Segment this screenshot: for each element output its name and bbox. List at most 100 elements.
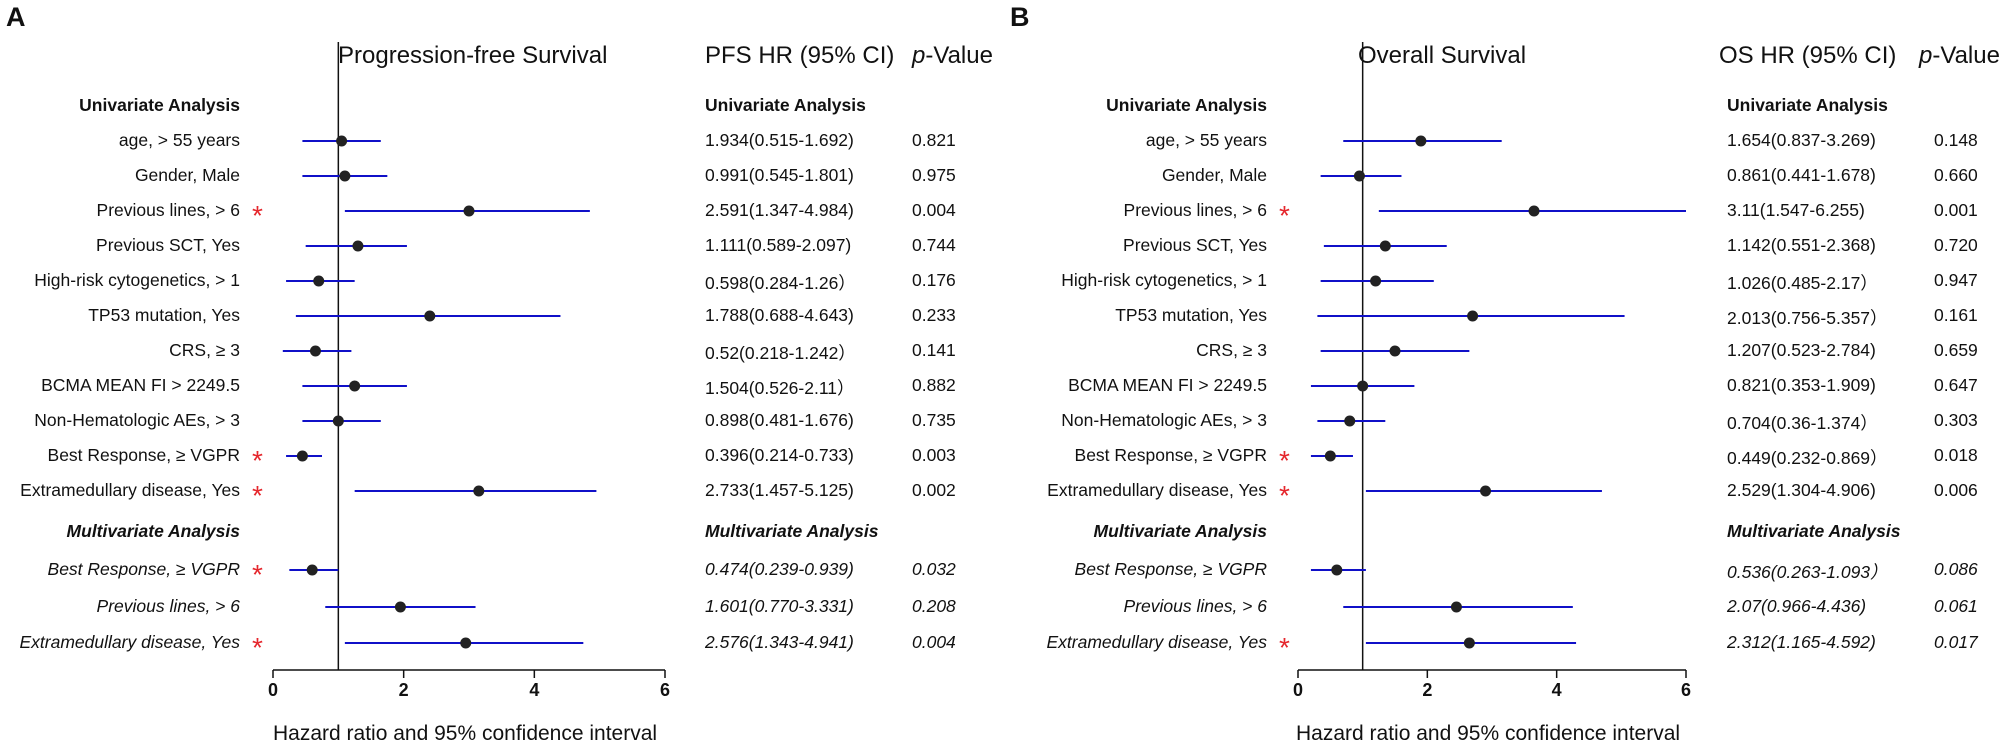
x-axis-title: Hazard ratio and 95% confidence interval [1296, 722, 1681, 745]
hr-ci-value: 2.591(1.347-4.984) [705, 200, 854, 220]
p-value: 0.001 [1934, 200, 1978, 220]
section-label: Multivariate Analysis [1093, 521, 1267, 541]
x-axis-title: Hazard ratio and 95% confidence interval [273, 722, 658, 745]
hr-ci-value: 1.142(0.551-2.368) [1727, 235, 1876, 255]
p-value-header-italic: p [912, 42, 926, 69]
panel-a-pfs-forest-plot: A Progression-free Survival PFS HR (95% CI… [6, 2, 993, 745]
p-value: 0.303 [1934, 410, 1978, 430]
section-label: Univariate Analysis [1106, 95, 1267, 115]
row-label: High-risk cytogenetics, > 1 [1061, 270, 1267, 290]
hr-ci-value: 1.934(0.515-1.692) [705, 130, 854, 150]
hr-point [1415, 135, 1427, 147]
hr-ci-value: 2.312(1.165-4.592) [1727, 632, 1876, 652]
p-value: 0.821 [912, 130, 956, 150]
p-value-header-rest: -Value [925, 42, 993, 69]
hr-point [313, 275, 325, 287]
hr-ci-value: 0.449(0.232-0.869） [1727, 448, 1888, 468]
hr-ci-value: 2.07(0.966-4.436) [1727, 596, 1867, 616]
section-header-values: Multivariate Analysis [705, 521, 879, 541]
p-value-header-italic: p [1919, 42, 1933, 69]
x-tick-label: 4 [529, 680, 539, 700]
x-tick-label: 6 [1681, 680, 1691, 700]
significance-star: * [1279, 200, 1290, 231]
x-tick-label: 2 [399, 680, 409, 700]
hr-point [309, 345, 321, 357]
p-value: 0.086 [1934, 559, 1978, 579]
row-label: age, > 55 years [1145, 130, 1267, 150]
significance-star: * [252, 480, 263, 511]
significance-star: * [1279, 480, 1290, 511]
hr-point [424, 310, 436, 322]
hr-point [1331, 564, 1343, 576]
row-label: BCMA MEAN FI > 2249.5 [41, 375, 240, 395]
hr-ci-value: 1.654(0.837-3.269) [1727, 130, 1876, 150]
row-label: Best Response, ≥ VGPR [47, 445, 240, 465]
hr-ci-value: 1.111(0.589-2.097) [705, 235, 852, 255]
row-label: Previous lines, > 6 [1123, 596, 1267, 616]
hr-ci-value: 0.861(0.441-1.678) [1727, 165, 1876, 185]
p-value: 0.947 [1934, 270, 1978, 290]
p-value-header-rest: -Value [1932, 42, 2000, 69]
significance-star: * [252, 559, 263, 590]
hr-column-header: OS HR (95% CI) [1719, 42, 1897, 69]
p-value: 0.659 [1934, 340, 1978, 360]
hr-point [1467, 310, 1479, 322]
row-label: Gender, Male [134, 165, 240, 185]
p-value: 0.002 [912, 480, 956, 500]
p-value: 0.003 [912, 445, 956, 465]
panel-letter: A [6, 2, 26, 32]
section-label: Multivariate Analysis [66, 521, 240, 541]
p-value: 0.233 [912, 305, 956, 325]
x-tick-label: 2 [1422, 680, 1432, 700]
row-label: Previous lines, > 6 [1123, 200, 1267, 220]
row-label: Extramedullary disease, Yes [1046, 632, 1268, 652]
plot-title: Progression-free Survival [338, 42, 608, 69]
p-value: 0.647 [1934, 375, 1978, 395]
p-value: 0.018 [1934, 445, 1978, 465]
x-tick-label: 0 [268, 680, 278, 700]
significance-star: * [1279, 632, 1290, 663]
hr-ci-value: 1.601(0.770-3.331) [705, 596, 854, 616]
row-label: TP53 mutation, Yes [1115, 305, 1267, 325]
p-value: 0.148 [1934, 130, 1978, 150]
hr-ci-value: 0.474(0.239-0.939) [705, 559, 854, 579]
x-tick-label: 4 [1552, 680, 1562, 700]
forest-plot-svg: 0 2 4 6 [268, 42, 670, 700]
row-label: Best Response, ≥ VGPR [1074, 559, 1267, 579]
row-label: Previous lines, > 6 [96, 596, 240, 616]
x-tick-label: 6 [660, 680, 670, 700]
panel-b-os-forest-plot: B Overall Survival OS HR (95% CI) p-Value 0 2… [1004, 0, 2008, 755]
p-value: 0.975 [912, 165, 956, 185]
p-value: 0.208 [912, 596, 956, 616]
hr-ci-value: 2.733(1.457-5.125) [705, 480, 854, 500]
section-header-values: Multivariate Analysis [1727, 521, 1901, 541]
hr-point [332, 415, 344, 427]
hr-point [1353, 170, 1365, 182]
section-label: Univariate Analysis [79, 95, 240, 115]
row-label: Non-Hematologic AEs, > 3 [34, 410, 240, 430]
hr-point [1324, 450, 1336, 462]
hr-point [1379, 240, 1391, 252]
p-value: 0.017 [1934, 632, 1978, 652]
hr-ci-value: 0.821(0.353-1.909) [1727, 375, 1876, 395]
row-label: Gender, Male [1161, 165, 1267, 185]
hr-point [463, 205, 475, 217]
panel-letter: B [1010, 2, 1030, 32]
row-label: Extramedullary disease, Yes [1047, 480, 1267, 500]
p-value: 0.006 [1934, 480, 1978, 500]
hr-point [473, 485, 485, 497]
hr-point [349, 380, 361, 392]
hr-point [352, 240, 364, 252]
row-label: TP53 mutation, Yes [88, 305, 240, 325]
p-value: 0.061 [1934, 596, 1978, 616]
hr-point [1357, 380, 1369, 392]
significance-star: * [1279, 445, 1290, 476]
row-label: age, > 55 years [118, 130, 240, 150]
hr-point [336, 135, 348, 147]
section-header-values: Univariate Analysis [1727, 95, 1888, 115]
p-value-column-header: p-Value [1919, 42, 2000, 70]
hr-ci-value: 0.52(0.218-1.242） [705, 343, 856, 363]
hr-point [1528, 205, 1540, 217]
hr-ci-value: 1.207(0.523-2.784) [1727, 340, 1876, 360]
significance-star: * [252, 445, 263, 476]
